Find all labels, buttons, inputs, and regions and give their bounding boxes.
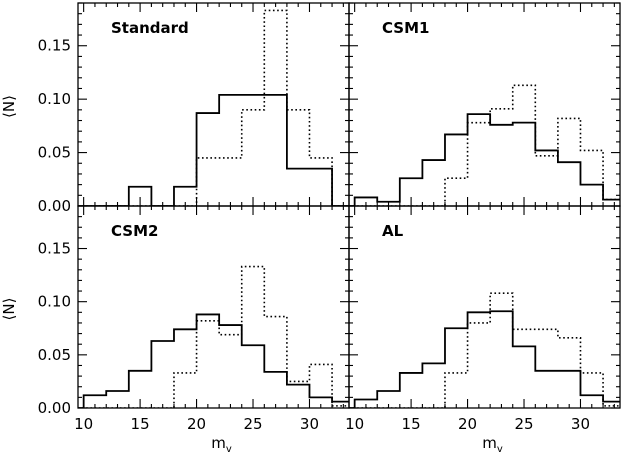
x-tick-label: 20: [187, 415, 206, 433]
histogram-series-solid: [78, 313, 349, 408]
x-tick-label: 25: [514, 415, 533, 433]
panel-label: CSM2: [111, 222, 158, 240]
histogram-series-solid: [349, 310, 620, 408]
y-tick-label: 0.00: [38, 197, 71, 215]
panel-label: Standard: [111, 19, 189, 37]
panel-al: 10 15 20 25 30 mv AL: [345, 205, 621, 455]
x-tick-label: 20: [458, 415, 477, 433]
x-tick-label: 30: [300, 415, 319, 433]
y-axis-label: ⟨N⟩: [0, 298, 18, 321]
panel-label: CSM1: [382, 19, 429, 37]
panel-standard: 0.00 0.05 0.10 0.15 ⟨N⟩ Standard: [0, 2, 350, 215]
y-tick-label: 0.10: [38, 90, 71, 108]
y-tick-label: 0.10: [38, 293, 71, 311]
histogram-series-dotted: [78, 9, 349, 206]
y-tick-label: 0.15: [38, 37, 71, 55]
histogram-series-dotted: [78, 265, 349, 408]
y-tick-label: 0.05: [38, 346, 71, 364]
x-tick-label: 15: [402, 415, 421, 433]
axes-frame: [348, 205, 621, 409]
panel-csm2: 0.00 0.05 0.10 0.15 10 15 20 25 30 ⟨N⟩ mv CSM2: [0, 205, 350, 455]
x-axis-label: mv: [482, 434, 503, 455]
x-tick-label: 10: [74, 415, 93, 433]
panel-label: AL: [382, 222, 404, 240]
histogram-series-solid: [349, 113, 620, 206]
histogram-series-dotted: [349, 84, 620, 206]
y-tick-label: 0.15: [38, 240, 71, 258]
x-tick-label: 30: [571, 415, 590, 433]
y-tick-label: 0.00: [38, 399, 71, 417]
panel-csm1: CSM1: [348, 2, 621, 207]
y-axis-label: ⟨N⟩: [0, 95, 18, 118]
histogram-series-dotted: [349, 292, 620, 408]
y-tick-label: 0.05: [38, 144, 71, 162]
x-tick-label: 15: [131, 415, 150, 433]
x-axis-label: mv: [211, 434, 232, 455]
x-tick-label: 10: [345, 415, 364, 433]
histogram-series-solid: [78, 93, 349, 206]
x-tick-label: 25: [243, 415, 262, 433]
